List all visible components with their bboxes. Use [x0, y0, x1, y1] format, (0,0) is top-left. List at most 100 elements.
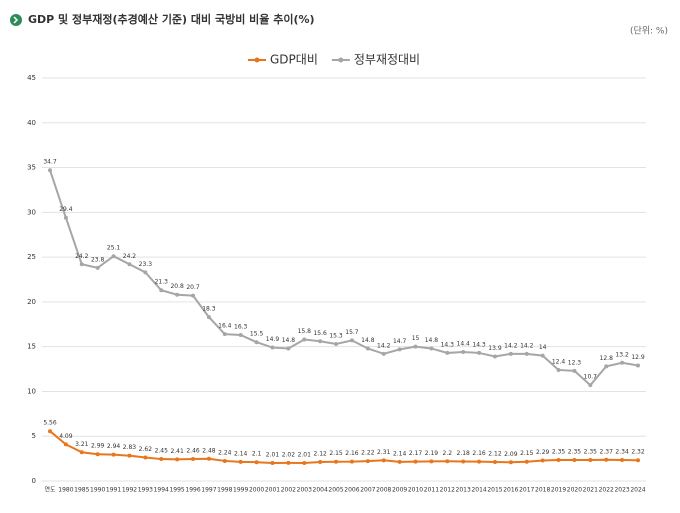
point [429, 346, 434, 351]
value-label: 2.15 [520, 450, 534, 457]
x-tick-label: 1993 [138, 487, 153, 494]
x-tick-label: 2010 [408, 487, 423, 494]
value-label: 2.01 [266, 451, 280, 458]
x-tick-label: 연도 [44, 486, 56, 494]
value-label: 14 [539, 344, 547, 351]
point [334, 459, 339, 464]
value-label: 14.3 [472, 341, 486, 348]
point [175, 292, 180, 297]
y-tick-label: 40 [27, 119, 36, 127]
point [397, 459, 402, 464]
point [540, 353, 545, 358]
point [604, 364, 609, 369]
x-tick-label: 2002 [281, 487, 296, 494]
point [95, 265, 100, 270]
point [349, 338, 354, 343]
point [588, 457, 593, 462]
x-tick-label: 1985 [74, 487, 89, 494]
value-label: 2.01 [298, 451, 312, 458]
point [461, 459, 466, 464]
point [318, 339, 323, 344]
value-label: 2.12 [313, 451, 327, 458]
point [79, 262, 84, 267]
value-label: 14.2 [520, 342, 534, 349]
point [270, 460, 275, 465]
value-label: 2.14 [234, 450, 248, 457]
point [48, 168, 52, 173]
x-tick-label: 1997 [201, 487, 216, 494]
value-label: 2.48 [202, 447, 216, 454]
point [540, 458, 545, 463]
point [238, 459, 243, 464]
value-label: 2.62 [139, 446, 153, 453]
value-label: 2.24 [218, 449, 232, 456]
value-label: 34.7 [43, 159, 57, 166]
value-label: 20.8 [170, 283, 184, 290]
x-tick-label: 2008 [376, 487, 391, 494]
point [508, 351, 513, 356]
x-tick-label: 1991 [106, 487, 121, 494]
point [524, 459, 529, 464]
value-label: 2.18 [457, 450, 471, 457]
point [349, 459, 354, 464]
x-tick-label: 1998 [217, 487, 232, 494]
value-label: 2.99 [91, 443, 105, 450]
value-label: 2.83 [123, 444, 137, 451]
value-label: 2.29 [536, 449, 550, 456]
point [445, 459, 450, 464]
x-tick-label: 2023 [614, 487, 629, 494]
value-label: 20.7 [186, 284, 200, 291]
x-tick-label: 2024 [630, 487, 645, 494]
point [206, 315, 211, 320]
x-tick-label: 2012 [440, 487, 455, 494]
value-label: 16.3 [234, 324, 248, 331]
point [286, 460, 291, 465]
point [620, 360, 625, 365]
x-tick-label: 1995 [169, 487, 184, 494]
value-label: 5.56 [43, 420, 57, 427]
value-label: 12.3 [568, 359, 582, 366]
y-tick-label: 15 [27, 343, 36, 351]
value-label: 16.4 [218, 323, 232, 330]
point [492, 460, 497, 465]
value-label: 14.7 [393, 338, 407, 345]
point [270, 345, 275, 350]
point [429, 459, 434, 464]
y-tick-label: 35 [27, 164, 36, 172]
y-tick-label: 10 [27, 387, 36, 395]
value-label: 2.31 [377, 449, 391, 456]
value-label: 2.16 [472, 450, 486, 457]
point [48, 429, 52, 434]
x-tick-label: 2005 [328, 487, 343, 494]
point [159, 288, 164, 293]
x-tick-label: 2021 [583, 487, 598, 494]
value-label: 14.3 [441, 341, 455, 348]
value-label: 3.21 [75, 441, 89, 448]
x-tick-label: 1990 [90, 487, 105, 494]
chart-title: GDP 및 정부재정(추경예산 기준) 대비 국방비 비율 추이(%) [28, 12, 315, 26]
value-label: 15.6 [313, 330, 327, 337]
value-label: 2.46 [186, 447, 200, 454]
point [143, 455, 148, 460]
x-tick-label: 2001 [265, 487, 280, 494]
value-label: 2.14 [393, 450, 407, 457]
value-label: 12.8 [600, 355, 614, 362]
point [111, 254, 116, 259]
value-label: 2.17 [409, 450, 423, 457]
point [143, 270, 148, 275]
value-label: 13.2 [615, 351, 629, 358]
value-label: 2.12 [488, 451, 502, 458]
value-label: 14.9 [266, 336, 280, 343]
point [95, 452, 100, 457]
y-tick-label: 20 [27, 298, 36, 306]
point [222, 458, 227, 463]
point [302, 337, 307, 342]
x-tick-label: 2000 [249, 487, 264, 494]
value-label: 2.2 [443, 450, 453, 457]
x-tick-label: 2003 [297, 487, 312, 494]
point [302, 460, 307, 465]
legend-label: 정부재정대비 [354, 53, 420, 67]
point [477, 459, 482, 464]
value-label: 2.02 [282, 451, 296, 458]
